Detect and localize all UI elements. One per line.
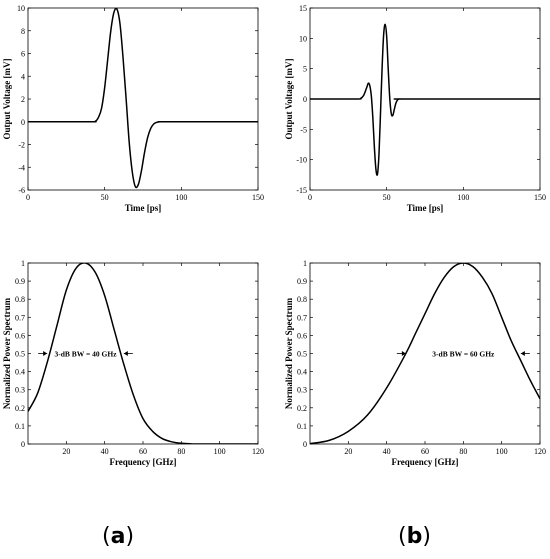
y-tick-label: 0.8: [15, 295, 25, 304]
bw-annotation: 3-dB BW = 40 GHz: [54, 350, 117, 359]
x-tick-label: 20: [344, 447, 352, 456]
x-tick-label: 150: [252, 193, 264, 202]
y-tick-label: 0.2: [15, 404, 25, 413]
y-tick-label: 0: [303, 440, 307, 449]
y-tick-label: 0.7: [297, 313, 307, 322]
y-tick-label: 10: [17, 4, 25, 13]
y-tick-label: 0.5: [15, 350, 25, 359]
series-line: [310, 263, 540, 444]
y-tick-label: -4: [18, 163, 25, 172]
bw-annotation: 3-dB BW = 60 GHz: [432, 350, 495, 359]
chart-b-spectrum: 20 40 60 80 100 120 0 0.1 0.2 0.3 0.4 0.5 0.6 0.7 0.8 0…: [284, 259, 546, 467]
y-tick-label: -15: [296, 186, 307, 195]
y-tick-label: 1: [303, 259, 307, 268]
bw-arrow-right-head: [520, 351, 525, 356]
y-tick-label: 15: [299, 4, 307, 13]
panel-label-b: (b): [398, 524, 431, 549]
x-tick-label: 40: [383, 447, 391, 456]
chart-a-time: 0 50 100 150 -6 -4 -2 0 2 4 6 8 10 Time [ps] Output Vo…: [2, 4, 264, 213]
y-axis-label: Output Voltage [mV]: [284, 58, 294, 139]
x-tick-label: 80: [177, 447, 185, 456]
y-tick-label: 0: [303, 95, 307, 104]
x-tick-label: 0: [26, 193, 30, 202]
x-tick-label: 50: [101, 193, 109, 202]
y-tick-label: 0.8: [297, 295, 307, 304]
chart-a-spectrum: 20 40 60 80 100 120 0 0.1 0.2 0.3 0.4 0.5 0.6 0.7 0.8 0…: [2, 259, 264, 467]
y-tick-label: 2: [21, 95, 25, 104]
x-tick-label: 0: [308, 193, 312, 202]
x-tick-label: 60: [139, 447, 147, 456]
y-tick-label: 0.6: [15, 331, 25, 340]
y-tick-label: 8: [21, 27, 25, 36]
y-tick-label: 0.9: [297, 277, 307, 286]
y-tick-label: 0.1: [297, 422, 307, 431]
bw-arrow-left-head: [401, 351, 406, 356]
y-tick-label: -6: [18, 186, 25, 195]
y-axis-label: Normalized Power Spectrum: [284, 297, 294, 409]
bw-arrow-left-head: [43, 351, 48, 356]
y-tick-label: 0.2: [297, 404, 307, 413]
bw-arrow-right-head: [123, 351, 128, 356]
panel-label-b-close: ): [422, 524, 431, 549]
y-tick-label: 0.3: [15, 386, 25, 395]
y-tick-label: 0: [21, 118, 25, 127]
x-tick-label: 100: [496, 447, 508, 456]
y-tick-label: 10: [299, 34, 307, 43]
chart-b-time: 0 50 100 150 -15 -10 -5 0 5 10 15 Time [ps] Output V…: [284, 4, 546, 213]
x-tick-label: 20: [62, 447, 70, 456]
x-axis-label: Time [ps]: [125, 203, 162, 213]
panel-label-a: (a): [102, 524, 134, 549]
y-tick-label: 4: [21, 72, 25, 81]
y-tick-label: -10: [296, 156, 307, 165]
x-axis-label: Frequency [GHz]: [109, 457, 176, 467]
series-line: [28, 8, 258, 189]
panel-label-b-open: (: [398, 524, 407, 549]
x-axis-label: Frequency [GHz]: [391, 457, 458, 467]
y-tick-label: -5: [300, 125, 307, 134]
y-tick-label: 0.9: [15, 277, 25, 286]
axes-frame: [309, 262, 541, 445]
x-tick-label: 120: [252, 447, 264, 456]
x-tick-label: 100: [457, 193, 469, 202]
series-line: [310, 23, 540, 176]
x-tick-label: 80: [459, 447, 467, 456]
y-tick-label: 0.4: [15, 368, 25, 377]
x-tick-label: 150: [534, 193, 546, 202]
panel-label-b-letter: b: [406, 524, 423, 549]
y-tick-label: 0.1: [15, 422, 25, 431]
x-tick-label: 40: [101, 447, 109, 456]
y-axis-label: Output Voltage [mV]: [2, 58, 12, 139]
panel-label-a-letter: a: [110, 524, 126, 549]
y-tick-label: -2: [18, 141, 25, 150]
y-tick-label: 0.4: [297, 368, 307, 377]
y-tick-label: 0.5: [297, 350, 307, 359]
y-tick-label: 1: [21, 259, 25, 268]
y-tick-label: 0.3: [297, 386, 307, 395]
x-tick-label: 50: [383, 193, 391, 202]
x-tick-label: 100: [175, 193, 187, 202]
y-tick-label: 0.7: [15, 313, 25, 322]
y-tick-label: 5: [303, 65, 307, 74]
y-tick-label: 6: [21, 50, 25, 59]
series-line: [28, 263, 258, 444]
y-axis-label: Normalized Power Spectrum: [2, 297, 12, 409]
panel-label-a-open: (: [102, 524, 111, 549]
x-tick-label: 60: [421, 447, 429, 456]
y-tick-label: 0.6: [297, 331, 307, 340]
x-tick-label: 100: [214, 447, 226, 456]
y-tick-label: 0: [21, 440, 25, 449]
x-axis-label: Time [ps]: [407, 203, 444, 213]
panel-label-a-close: ): [125, 524, 135, 549]
x-tick-label: 120: [534, 447, 546, 456]
